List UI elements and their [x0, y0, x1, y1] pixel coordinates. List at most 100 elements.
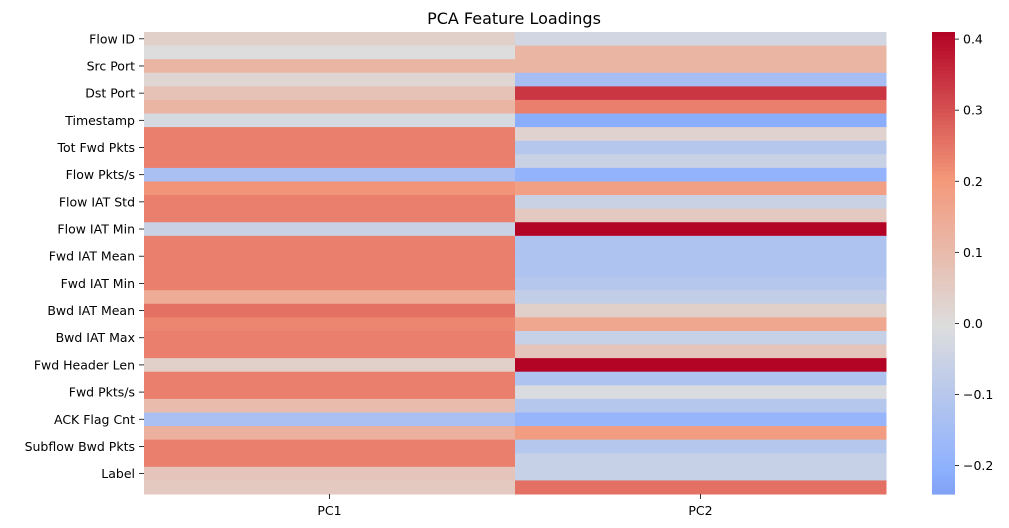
colorbar-segment: [932, 228, 955, 233]
heatmap-cell: [515, 344, 887, 359]
colorbar-segment: [932, 170, 955, 176]
y-tick-label: Dst Port: [85, 86, 135, 101]
colorbar-segment: [932, 32, 955, 37]
y-tick-label: Flow Pkts/s: [66, 167, 135, 182]
colorbar-segment: [932, 243, 955, 249]
colorbar-segment: [932, 420, 955, 426]
colorbar-segment: [932, 132, 955, 137]
colorbar-segment: [932, 58, 955, 64]
colorbar-segment: [932, 293, 955, 299]
colorbar-segment: [932, 278, 955, 283]
colorbar-segment: [932, 101, 955, 106]
heatmap-cell: [515, 398, 887, 413]
colorbar-segment: [932, 212, 955, 218]
colorbar-segment: [932, 474, 955, 480]
heatmap-cell: [515, 385, 887, 400]
heatmap-cell: [144, 398, 516, 413]
colorbar-segment: [932, 478, 955, 484]
colorbar-segment: [932, 451, 955, 457]
colorbar-segment: [932, 220, 955, 226]
y-tick-label: Label: [101, 466, 135, 481]
colorbar-tick-label: 0.0: [963, 316, 983, 331]
colorbar-segment: [932, 343, 955, 349]
heatmap-cell: [515, 263, 887, 278]
heatmap-cell: [144, 412, 516, 427]
heatmap-cell: [515, 249, 887, 264]
colorbar-segment: [932, 174, 955, 179]
y-tick-label: Flow IAT Std: [59, 194, 135, 209]
heatmap-cell: [515, 208, 887, 223]
colorbar-segment: [932, 201, 955, 206]
colorbar-segment: [932, 155, 955, 160]
heatmap-cell: [144, 317, 516, 332]
colorbar-segment: [932, 463, 955, 468]
colorbar-segment: [932, 51, 955, 56]
heatmap-cell: [515, 439, 887, 454]
colorbar-segment: [932, 313, 955, 318]
heatmap-cell: [144, 249, 516, 264]
heatmap-cell: [144, 45, 516, 60]
colorbar-segment: [932, 305, 955, 310]
colorbar-segment: [932, 409, 955, 414]
colorbar-segment: [932, 197, 955, 202]
heatmap-cell: [144, 154, 516, 169]
heatmap-cell: [144, 167, 516, 182]
colorbar-segment: [932, 255, 955, 260]
heatmap-cell: [515, 99, 887, 115]
heatmap-cell: [515, 276, 887, 291]
colorbar-segment: [932, 320, 955, 326]
colorbar-tick-label: −0.1: [963, 387, 993, 402]
colorbar-segment: [932, 85, 955, 91]
heatmap-cells: [144, 32, 887, 495]
y-tick-label: Fwd Header Len: [34, 357, 135, 372]
colorbar-segment: [932, 347, 955, 353]
colorbar-segment: [932, 93, 955, 99]
colorbar-segment: [932, 316, 955, 322]
heatmap-cell: [144, 263, 516, 278]
colorbar-segment: [932, 116, 955, 122]
y-tick-label: Flow ID: [89, 31, 135, 46]
colorbar-segment: [932, 386, 955, 391]
heatmap-cell: [144, 181, 516, 196]
y-axis: Flow ID Src Port Dst Port Timestamp Tot Fwd …: [25, 31, 144, 481]
heatmap-cell: [515, 303, 887, 318]
heatmap-cell: [144, 127, 516, 142]
heatmap-cell: [144, 344, 516, 359]
colorbar-segment: [932, 336, 955, 341]
colorbar-segment: [932, 147, 955, 152]
heatmap-cell: [144, 426, 516, 441]
y-tick-label: Subflow Bwd Pkts: [25, 439, 135, 454]
heatmap-cell: [144, 290, 516, 305]
colorbar-segment: [932, 112, 955, 118]
colorbar-segment: [932, 424, 955, 430]
heatmap-cell: [515, 466, 887, 481]
y-tick-label: Src Port: [87, 58, 136, 73]
colorbar-segment: [932, 74, 955, 79]
heatmap-cell: [515, 371, 887, 386]
colorbar-segment: [932, 35, 955, 41]
heatmap-cell: [515, 86, 887, 101]
colorbar-tick-label: 0.1: [963, 245, 983, 260]
heatmap-cell: [144, 276, 516, 291]
colorbar-segment: [932, 397, 955, 403]
colorbar-segment: [932, 324, 955, 330]
heatmap-cell: [144, 439, 516, 454]
colorbar-segment: [932, 166, 955, 172]
colorbar-segment: [932, 309, 955, 314]
colorbar-segment: [932, 490, 955, 495]
colorbar-tick-label: 0.3: [963, 103, 983, 118]
colorbar-tick-label: 0.4: [963, 32, 983, 47]
heatmap-cell: [144, 72, 516, 87]
colorbar-segment: [932, 251, 955, 256]
colorbar-segment: [932, 374, 955, 380]
heatmap-cell: [515, 127, 887, 142]
colorbar-segment: [932, 78, 955, 83]
colorbar-segment: [932, 109, 955, 114]
y-tick-label: Flow IAT Min: [57, 222, 135, 237]
colorbar-segment: [932, 286, 955, 291]
colorbar-segment: [932, 193, 955, 199]
colorbar-segment: [932, 482, 955, 487]
heatmap-cell: [144, 140, 516, 155]
heatmap-cell: [144, 113, 516, 128]
colorbar-segment: [932, 328, 955, 333]
